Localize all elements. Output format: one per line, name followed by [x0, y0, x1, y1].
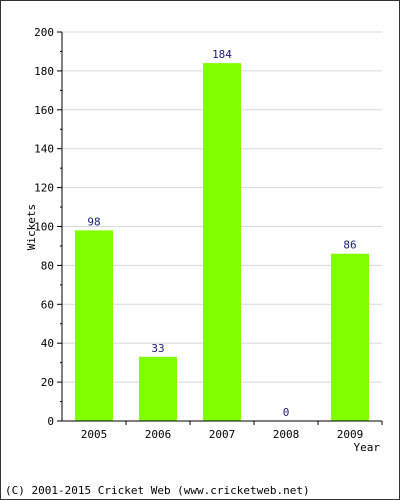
y-tick-label: 20: [41, 376, 54, 389]
bar: [203, 63, 241, 422]
y-tick-label: 100: [34, 221, 54, 234]
x-tick-label: 2007: [209, 428, 236, 441]
y-tick-label: 160: [34, 104, 54, 117]
x-tick-label: 2008: [273, 428, 300, 441]
copyright-text: (C) 2001-2015 Cricket Web (www.cricketwe…: [5, 484, 310, 497]
data-label: 86: [343, 239, 356, 252]
x-tick-label: 2006: [145, 428, 172, 441]
x-tick-label: 2005: [81, 428, 108, 441]
y-tick-label: 140: [34, 143, 54, 156]
y-tick-label: 80: [41, 259, 54, 272]
data-labels: 98 33 184 0 86: [87, 48, 356, 419]
data-label: 0: [283, 406, 290, 419]
bar: [139, 356, 177, 421]
y-tick-label: 200: [34, 26, 54, 39]
x-tick-label: 2009: [337, 428, 364, 441]
data-label: 98: [87, 215, 100, 228]
y-tick-label: 60: [41, 298, 54, 311]
bar: [331, 253, 369, 421]
x-axis-title: Year: [354, 441, 381, 454]
bars: [75, 63, 369, 422]
data-label: 184: [212, 48, 232, 61]
y-tick-labels: 0 20 40 60 80 100 120 140 160 180 200: [34, 26, 54, 428]
bar: [75, 230, 113, 421]
axes: [57, 31, 383, 425]
y-axis-title: Wickets: [25, 204, 38, 250]
y-tick-label: 180: [34, 65, 54, 78]
x-tick-labels: 2005 2006 2007 2008 2009: [81, 428, 364, 441]
y-tick-label: 120: [34, 182, 54, 195]
y-tick-label: 40: [41, 337, 54, 350]
data-label: 33: [151, 342, 164, 355]
y-tick-label: 0: [47, 415, 54, 428]
